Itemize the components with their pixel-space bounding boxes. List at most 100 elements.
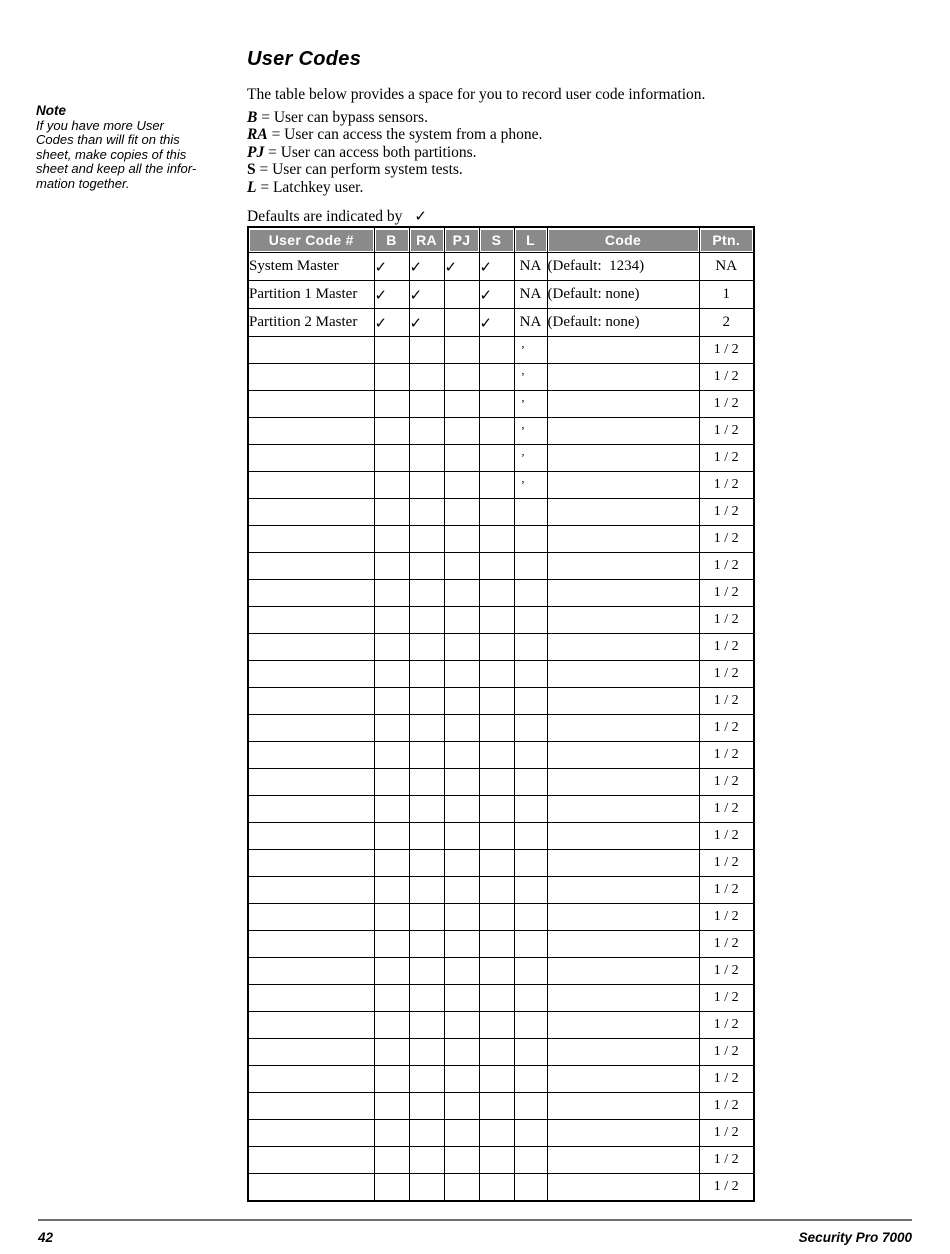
table-row: , 1 / 2 — [247, 471, 755, 499]
cell-b — [373, 660, 410, 688]
cell-s — [478, 1146, 515, 1174]
cell-user-code — [247, 876, 375, 904]
cell-b — [373, 606, 410, 634]
cell-code — [546, 876, 700, 904]
cell-pj — [443, 903, 480, 931]
cell-l: , — [513, 363, 548, 391]
cell-b — [373, 336, 410, 364]
cell-code — [546, 795, 700, 823]
cell-ptn: 1 / 2 — [698, 714, 755, 742]
column-header-l: L — [513, 226, 548, 253]
cell-b — [373, 957, 410, 985]
cell-code — [546, 471, 700, 499]
cell-b — [373, 1173, 410, 1202]
cell-l — [513, 930, 548, 958]
cell-ra — [408, 714, 445, 742]
cell-ra — [408, 930, 445, 958]
cell-ptn: 1 / 2 — [698, 903, 755, 931]
cell-code — [546, 903, 700, 931]
cell-ptn: 1 / 2 — [698, 417, 755, 445]
cell-b — [373, 1038, 410, 1066]
page-number: 42 — [38, 1230, 54, 1245]
column-header-label: PJ — [445, 229, 478, 251]
table-row: 1 / 2 — [247, 957, 755, 985]
cell-code — [546, 1092, 700, 1120]
cell-b — [373, 417, 410, 445]
cell-l — [513, 579, 548, 607]
intro-text: The table below provides a space for you… — [247, 86, 706, 103]
cell-pj — [443, 1092, 480, 1120]
cell-ra — [408, 984, 445, 1012]
legend-desc: = User can access the system from a phon… — [267, 126, 543, 144]
cell-pj — [443, 444, 480, 472]
cell-b — [373, 822, 410, 850]
cell-pj — [443, 984, 480, 1012]
column-header-b: B — [373, 226, 410, 253]
cell-ptn: 1 / 2 — [698, 660, 755, 688]
cell-b — [373, 1146, 410, 1174]
cell-s — [478, 741, 515, 769]
table-row: 1 / 2 — [247, 1119, 755, 1147]
cell-user-code — [247, 822, 375, 850]
column-header-code: Code — [546, 226, 700, 253]
cell-code — [546, 957, 700, 985]
table-row: 1 / 2 — [247, 1038, 755, 1066]
cell-s — [478, 903, 515, 931]
cell-b — [373, 1065, 410, 1093]
cell-ra: ✓ — [408, 280, 445, 309]
cell-b — [373, 363, 410, 391]
cell-user-code — [247, 471, 375, 499]
cell-user-code — [247, 1146, 375, 1174]
cell-l: NA — [513, 308, 548, 337]
cell-ptn: 1 / 2 — [698, 795, 755, 823]
cell-b — [373, 498, 410, 526]
cell-code — [546, 579, 700, 607]
cell-user-code — [247, 1038, 375, 1066]
cell-s — [478, 714, 515, 742]
cell-code — [546, 552, 700, 580]
cell-b: ✓ — [373, 252, 410, 281]
table-row: Partition 1 Master ✓ ✓ ✓ NA (Default: none) 1 — [247, 280, 755, 309]
cell-ptn: 1 / 2 — [698, 1011, 755, 1039]
table-row: 1 / 2 — [247, 876, 755, 904]
table-row: 1 / 2 — [247, 741, 755, 769]
legend-line: S = User can perform system tests. — [247, 161, 757, 178]
cell-l — [513, 1119, 548, 1147]
column-header-ra: RA — [408, 226, 445, 253]
cell-ptn: 1 / 2 — [698, 984, 755, 1012]
cell-b — [373, 768, 410, 796]
cell-pj: ✓ — [443, 252, 480, 281]
cell-s — [478, 1065, 515, 1093]
cell-s — [478, 849, 515, 877]
cell-ptn: 1 / 2 — [698, 768, 755, 796]
column-header-label: Code — [548, 229, 698, 251]
cell-ra — [408, 606, 445, 634]
table-row: 1 / 2 — [247, 822, 755, 850]
cell-s — [478, 525, 515, 553]
cell-b — [373, 687, 410, 715]
cell-ra — [408, 525, 445, 553]
cell-ra — [408, 1038, 445, 1066]
table-body: System Master ✓ ✓ ✓ ✓ NA (Default: 1234) NA Part… — [247, 252, 755, 1202]
table-row: , 1 / 2 — [247, 363, 755, 391]
cell-user-code — [247, 795, 375, 823]
cell-pj — [443, 606, 480, 634]
cell-ra — [408, 687, 445, 715]
cell-l — [513, 822, 548, 850]
cell-ptn: 1 / 2 — [698, 498, 755, 526]
cell-b — [373, 903, 410, 931]
cell-ra: ✓ — [408, 252, 445, 281]
cell-user-code — [247, 444, 375, 472]
cell-ptn: 1 / 2 — [698, 930, 755, 958]
cell-l — [513, 498, 548, 526]
cell-ptn: 1 / 2 — [698, 1065, 755, 1093]
cell-user-code — [247, 1065, 375, 1093]
cell-ra — [408, 417, 445, 445]
cell-user-code — [247, 525, 375, 553]
table-row: 1 / 2 — [247, 849, 755, 877]
column-header-label: User Code # — [250, 229, 373, 251]
cell-l — [513, 714, 548, 742]
cell-code — [546, 1119, 700, 1147]
cell-ptn: 1 / 2 — [698, 1119, 755, 1147]
cell-pj — [443, 471, 480, 499]
